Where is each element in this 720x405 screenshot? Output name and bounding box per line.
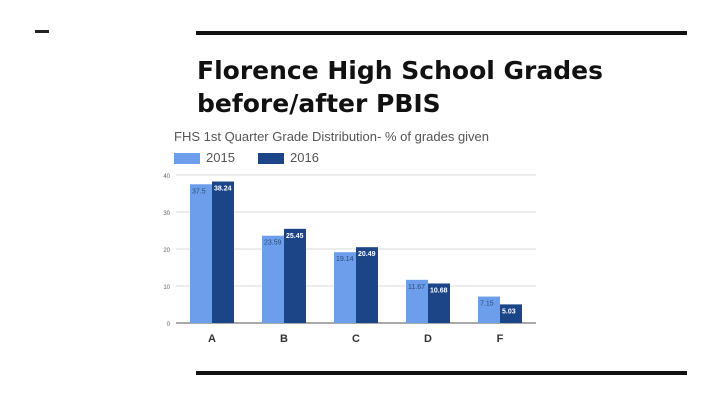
- data-label: 38.24: [214, 186, 232, 193]
- data-label: 7.15: [480, 301, 494, 308]
- y-tick-label: 10: [163, 285, 170, 291]
- bar-2016-A: [212, 181, 234, 323]
- bar-2016-D: [428, 283, 450, 323]
- data-label: 37.5: [192, 188, 206, 195]
- x-tick-label: B: [280, 333, 288, 345]
- slide-title: Florence High School Grades before/after…: [197, 54, 677, 120]
- bar-2015-D: [406, 279, 428, 323]
- bar-2015-F: [478, 296, 500, 323]
- data-label: 11.67: [408, 284, 425, 291]
- slide-title-line-1: Florence High School Grades: [197, 56, 603, 85]
- slide-title-line-2: before/after PBIS: [197, 89, 441, 118]
- slide-accent-dash: [35, 30, 49, 33]
- x-tick-label: D: [424, 333, 432, 345]
- y-tick-label: 0: [167, 322, 171, 328]
- x-tick-label: C: [352, 333, 360, 345]
- data-label: 10.68: [430, 287, 448, 294]
- bar-2015-B: [262, 235, 284, 323]
- data-label: 5.03: [502, 308, 516, 315]
- data-label: 25.45: [286, 233, 304, 240]
- y-tick-label: 30: [163, 211, 170, 217]
- chart-title: FHS 1st Quarter Grade Distribution- % of…: [174, 129, 490, 144]
- bar-2016-C: [356, 247, 378, 323]
- y-tick-label: 40: [163, 174, 170, 180]
- bar-2016-B: [284, 228, 306, 323]
- legend-label-2016: 2016: [290, 150, 319, 165]
- bar-2015-C: [334, 252, 356, 323]
- bar-2016-F: [500, 304, 522, 323]
- x-tick-label: F: [497, 333, 504, 345]
- x-tick-label: A: [208, 333, 216, 345]
- legend-label-2015: 2015: [206, 150, 235, 165]
- data-label: 23.59: [264, 240, 282, 247]
- legend-swatch-2016: [258, 153, 284, 164]
- data-label: 19.14: [336, 256, 354, 263]
- slide-top-rule: [196, 31, 687, 35]
- legend-swatch-2015: [174, 153, 200, 164]
- bar-2015-A: [190, 184, 212, 323]
- bar-chart: 0 10 20 30 40 37.5 38.24 A 23.59 25.45 B 19.14 20.49…: [163, 174, 536, 345]
- y-tick-label: 20: [163, 248, 170, 254]
- slide-bottom-rule: [196, 371, 687, 375]
- data-label: 20.49: [358, 251, 376, 258]
